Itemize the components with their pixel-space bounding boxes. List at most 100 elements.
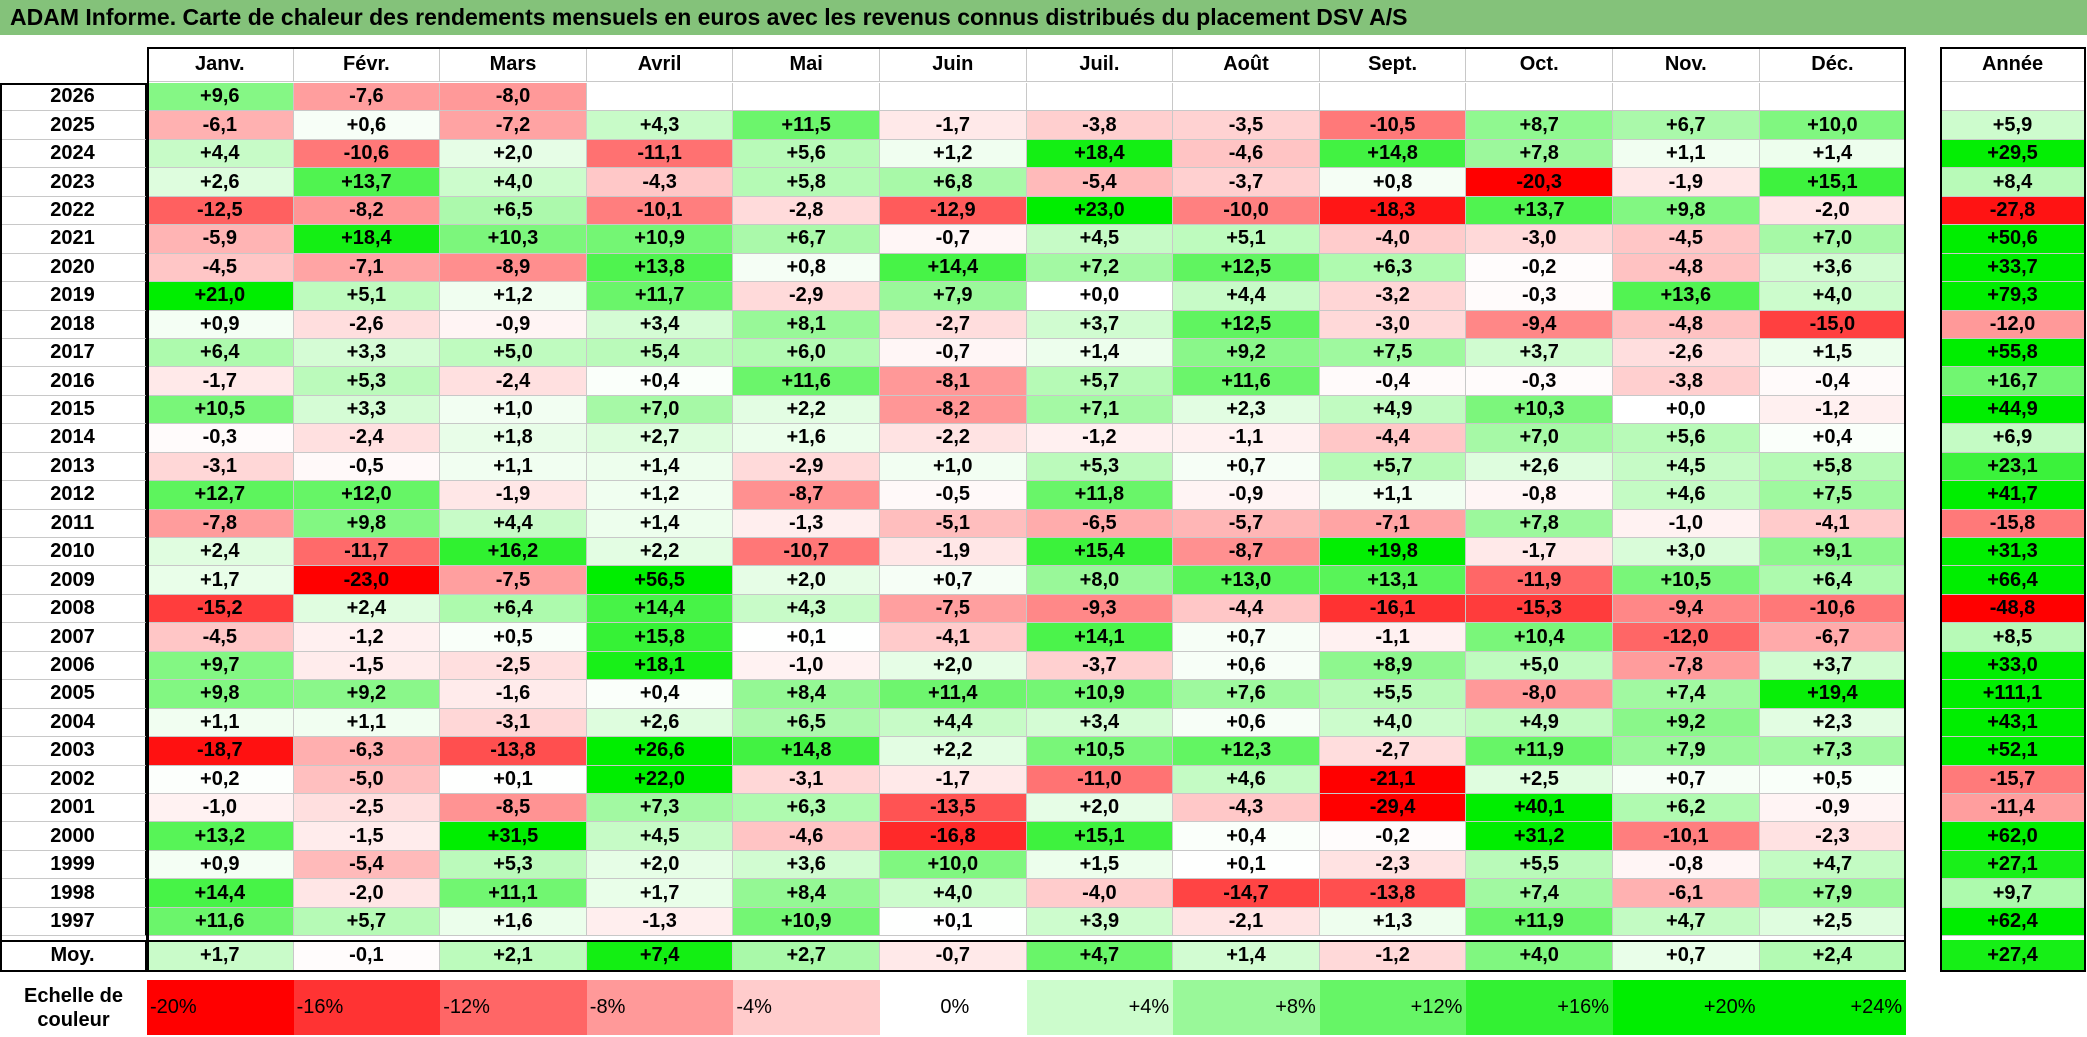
average-cell: +2,4 bbox=[1759, 940, 1907, 973]
average-cell: -0,1 bbox=[293, 940, 441, 973]
annual-cell: -15,8 bbox=[1940, 509, 2086, 539]
heatmap-cell: +3,9 bbox=[1026, 907, 1174, 937]
heatmap-cell: +6,3 bbox=[733, 794, 880, 823]
month-header: Juin bbox=[880, 47, 1027, 82]
heatmap-cell: -10,7 bbox=[733, 538, 880, 567]
year-label: 2013 bbox=[0, 452, 147, 482]
annual-cell: +23,1 bbox=[1940, 452, 2086, 482]
heatmap-cell: +9,6 bbox=[147, 83, 294, 112]
heatmap-cell: -3,1 bbox=[147, 452, 294, 482]
heatmap-cell: -11,9 bbox=[1466, 566, 1613, 595]
average-cell: +2,1 bbox=[440, 940, 587, 973]
heatmap-cell: -1,7 bbox=[1466, 538, 1613, 567]
heatmap-cell: +13,7 bbox=[293, 168, 441, 197]
heatmap-cell: -13,5 bbox=[880, 794, 1027, 823]
heatmap-cell: +6,5 bbox=[733, 708, 880, 738]
heatmap-cell: +4,6 bbox=[1173, 765, 1320, 794]
heatmap-cell: +11,5 bbox=[733, 111, 880, 140]
heatmap-cell: +7,0 bbox=[1466, 424, 1613, 453]
heatmap-cell: -10,0 bbox=[1173, 196, 1320, 226]
heatmap-cell: -10,6 bbox=[293, 139, 441, 169]
year-label: 2023 bbox=[0, 168, 147, 197]
heatmap-cell: +7,2 bbox=[1026, 253, 1174, 283]
color-scale-label: Echelle de couleur bbox=[0, 980, 147, 1035]
heatmap-cell: -4,6 bbox=[1173, 139, 1320, 169]
heatmap-cell: +0,6 bbox=[1173, 651, 1320, 681]
annual-cell: +66,4 bbox=[1940, 566, 2086, 595]
heatmap-cell: -1,6 bbox=[440, 680, 587, 709]
heatmap-cell: -18,3 bbox=[1319, 196, 1467, 226]
heatmap-cell: -6,1 bbox=[1613, 879, 1760, 908]
heatmap-cell: +10,5 bbox=[1026, 737, 1174, 766]
heatmap-cell: -0,2 bbox=[1319, 822, 1467, 851]
year-label: 2025 bbox=[0, 111, 147, 140]
heatmap-cell: +10,9 bbox=[586, 225, 734, 254]
heatmap-cell: -8,2 bbox=[880, 395, 1027, 425]
heatmap-cell: -10,5 bbox=[1319, 111, 1467, 140]
heatmap-cell: -6,1 bbox=[147, 111, 294, 140]
heatmap-cell: +21,0 bbox=[147, 282, 294, 311]
heatmap-cell: +1,6 bbox=[733, 424, 880, 453]
heatmap-cell: +0,0 bbox=[1026, 282, 1174, 311]
heatmap-cell: +40,1 bbox=[1466, 794, 1613, 823]
heatmap-cell: -13,8 bbox=[440, 737, 587, 766]
heatmap-cell: +13,6 bbox=[1613, 282, 1760, 311]
heatmap-cell: +1,4 bbox=[1759, 139, 1907, 169]
heatmap-cell: -1,9 bbox=[880, 538, 1027, 567]
heatmap-cell: -4,5 bbox=[147, 253, 294, 283]
heatmap-cell: +4,5 bbox=[1026, 225, 1174, 254]
heatmap-cell: -4,4 bbox=[1319, 424, 1467, 453]
heatmap-cell: -0,4 bbox=[1319, 367, 1467, 396]
heatmap-cell: +11,6 bbox=[147, 907, 294, 937]
heatmap-cell: +56,5 bbox=[586, 566, 734, 595]
heatmap-cell: -1,5 bbox=[293, 651, 441, 681]
heatmap-cell: +2,4 bbox=[147, 538, 294, 567]
heatmap-cell: -12,5 bbox=[147, 196, 294, 226]
heatmap-cell: -15,3 bbox=[1466, 594, 1613, 624]
heatmap-cell: +3,6 bbox=[733, 850, 880, 880]
heatmap-cell: +1,3 bbox=[1319, 907, 1467, 937]
heatmap-cell: +1,8 bbox=[440, 424, 587, 453]
heatmap-cell: +10,9 bbox=[733, 907, 880, 937]
color-scale-step: -8% bbox=[586, 980, 734, 1035]
heatmap-cell: +18,4 bbox=[1026, 139, 1174, 169]
heatmap-cell: -1,7 bbox=[147, 367, 294, 396]
heatmap-cell: -4,5 bbox=[1613, 225, 1760, 254]
heatmap-cell: -3,8 bbox=[1613, 367, 1760, 396]
heatmap-cell: -2,6 bbox=[1613, 338, 1760, 368]
heatmap-cell: +7,8 bbox=[1466, 509, 1613, 539]
heatmap-cell: +13,1 bbox=[1319, 566, 1467, 595]
heatmap-cell: +3,7 bbox=[1466, 338, 1613, 368]
annual-cell: -11,4 bbox=[1940, 794, 2086, 823]
heatmap-cell: +3,4 bbox=[1026, 708, 1174, 738]
heatmap-cell: -1,1 bbox=[1173, 424, 1320, 453]
heatmap-cell: +1,5 bbox=[1759, 338, 1907, 368]
heatmap-cell: +11,6 bbox=[733, 367, 880, 396]
heatmap-cell: -0,3 bbox=[1466, 282, 1613, 311]
heatmap-cell: +2,4 bbox=[293, 594, 441, 624]
heatmap-cell: +2,0 bbox=[440, 139, 587, 169]
heatmap-cell: +4,4 bbox=[147, 139, 294, 169]
heatmap-cell: -7,2 bbox=[440, 111, 587, 140]
annual-cell: -12,0 bbox=[1940, 310, 2086, 339]
heatmap-cell: +10,9 bbox=[1026, 680, 1174, 709]
color-scale-step: -12% bbox=[440, 980, 587, 1035]
heatmap-cell: +5,4 bbox=[586, 338, 734, 368]
heatmap-cell: +8,1 bbox=[733, 310, 880, 339]
heatmap-cell: +9,7 bbox=[147, 651, 294, 681]
heatmap-cell: -0,3 bbox=[1466, 367, 1613, 396]
heatmap-cell: -8,5 bbox=[440, 794, 587, 823]
heatmap-cell: +9,2 bbox=[293, 680, 441, 709]
heatmap-cell: +4,7 bbox=[1759, 850, 1907, 880]
heatmap-cell: -23,0 bbox=[293, 566, 441, 595]
heatmap-cell: +3,0 bbox=[1613, 538, 1760, 567]
heatmap-cell: +0,9 bbox=[147, 310, 294, 339]
heatmap-cell: +14,8 bbox=[1319, 139, 1467, 169]
heatmap-cell: -4,4 bbox=[1173, 594, 1320, 624]
heatmap-cell: +11,1 bbox=[440, 879, 587, 908]
heatmap-cell: +4,4 bbox=[440, 509, 587, 539]
heatmap-cell: +7,5 bbox=[1759, 481, 1907, 510]
heatmap-cell: +10,3 bbox=[440, 225, 587, 254]
heatmap-cell: +2,3 bbox=[1173, 395, 1320, 425]
heatmap-cell: +5,7 bbox=[1026, 367, 1174, 396]
